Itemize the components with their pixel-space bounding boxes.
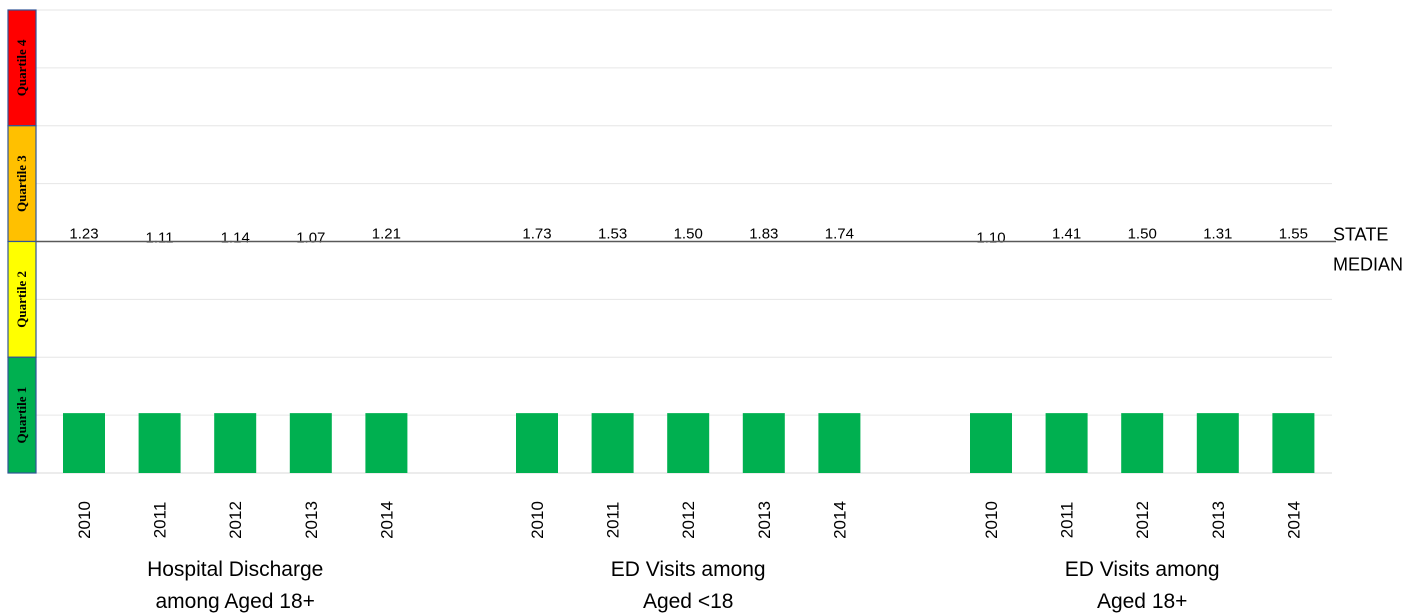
data-label: 1.74 <box>825 226 854 243</box>
bar <box>516 413 558 473</box>
bar <box>818 413 861 473</box>
x-tick-label: 2014 <box>1284 501 1303 539</box>
quartile-band-quartile-4 <box>7 9 37 127</box>
state-median-label: STATE <box>1333 225 1388 245</box>
group-label: among Aged 18+ <box>156 590 315 613</box>
x-tick-label: 2011 <box>604 502 623 539</box>
x-tick-label: 2013 <box>302 501 321 539</box>
bar <box>1121 413 1164 473</box>
x-tick-label: 2010 <box>75 501 94 539</box>
bar <box>742 413 785 473</box>
data-label: 1.83 <box>749 226 778 243</box>
x-tick-label: 2014 <box>377 501 396 539</box>
group-label: Aged <18 <box>643 590 734 613</box>
group-label: ED Visits among <box>611 558 766 581</box>
x-tick-label: 2014 <box>830 501 849 539</box>
data-label: 1.14 <box>221 230 250 247</box>
data-label: 1.55 <box>1279 226 1308 243</box>
state-median-label: MEDIAN <box>1333 255 1403 275</box>
x-tick-label: 2013 <box>755 501 774 539</box>
bar <box>667 413 710 473</box>
quartile-label: Quartile 1 <box>14 387 29 444</box>
group-label: Hospital Discharge <box>147 558 323 581</box>
bar <box>214 413 257 473</box>
data-label: 1.73 <box>522 226 551 243</box>
x-tick-label: 2012 <box>679 501 698 539</box>
x-tick-label: 2010 <box>528 501 547 539</box>
data-label: 1.10 <box>976 230 1005 247</box>
x-tick-label: 2013 <box>1209 501 1228 539</box>
data-label: 1.31 <box>1203 226 1232 243</box>
bar <box>365 413 408 473</box>
bar <box>63 413 105 473</box>
bar <box>138 413 181 473</box>
group-label: Aged 18+ <box>1097 590 1188 613</box>
x-tick-label: 2012 <box>1133 501 1152 539</box>
x-tick-label: 2011 <box>1058 502 1077 539</box>
data-label: 1.50 <box>674 226 703 243</box>
bar <box>289 413 332 473</box>
data-label: 1.53 <box>598 226 627 243</box>
x-tick-label: 2012 <box>226 501 245 539</box>
x-tick-label: 2010 <box>982 501 1001 539</box>
bar <box>1045 413 1088 473</box>
x-tick-label: 2011 <box>151 502 170 539</box>
data-label: 1.11 <box>146 230 174 247</box>
quartile-label: Quartile 3 <box>14 155 29 212</box>
quartile-band-quartile-1 <box>7 356 37 474</box>
bar <box>591 413 634 473</box>
group-label: ED Visits among <box>1065 558 1220 581</box>
quartile-label: Quartile 4 <box>14 39 29 96</box>
bar <box>1272 413 1315 473</box>
bar <box>970 413 1012 473</box>
data-label: 1.21 <box>372 226 401 243</box>
bar <box>1196 413 1239 473</box>
data-label: 1.41 <box>1052 226 1081 243</box>
data-label: 1.50 <box>1128 226 1157 243</box>
data-label: 1.23 <box>69 226 98 243</box>
data-label: 1.07 <box>296 230 325 247</box>
quartile-label: Quartile 2 <box>14 271 29 328</box>
